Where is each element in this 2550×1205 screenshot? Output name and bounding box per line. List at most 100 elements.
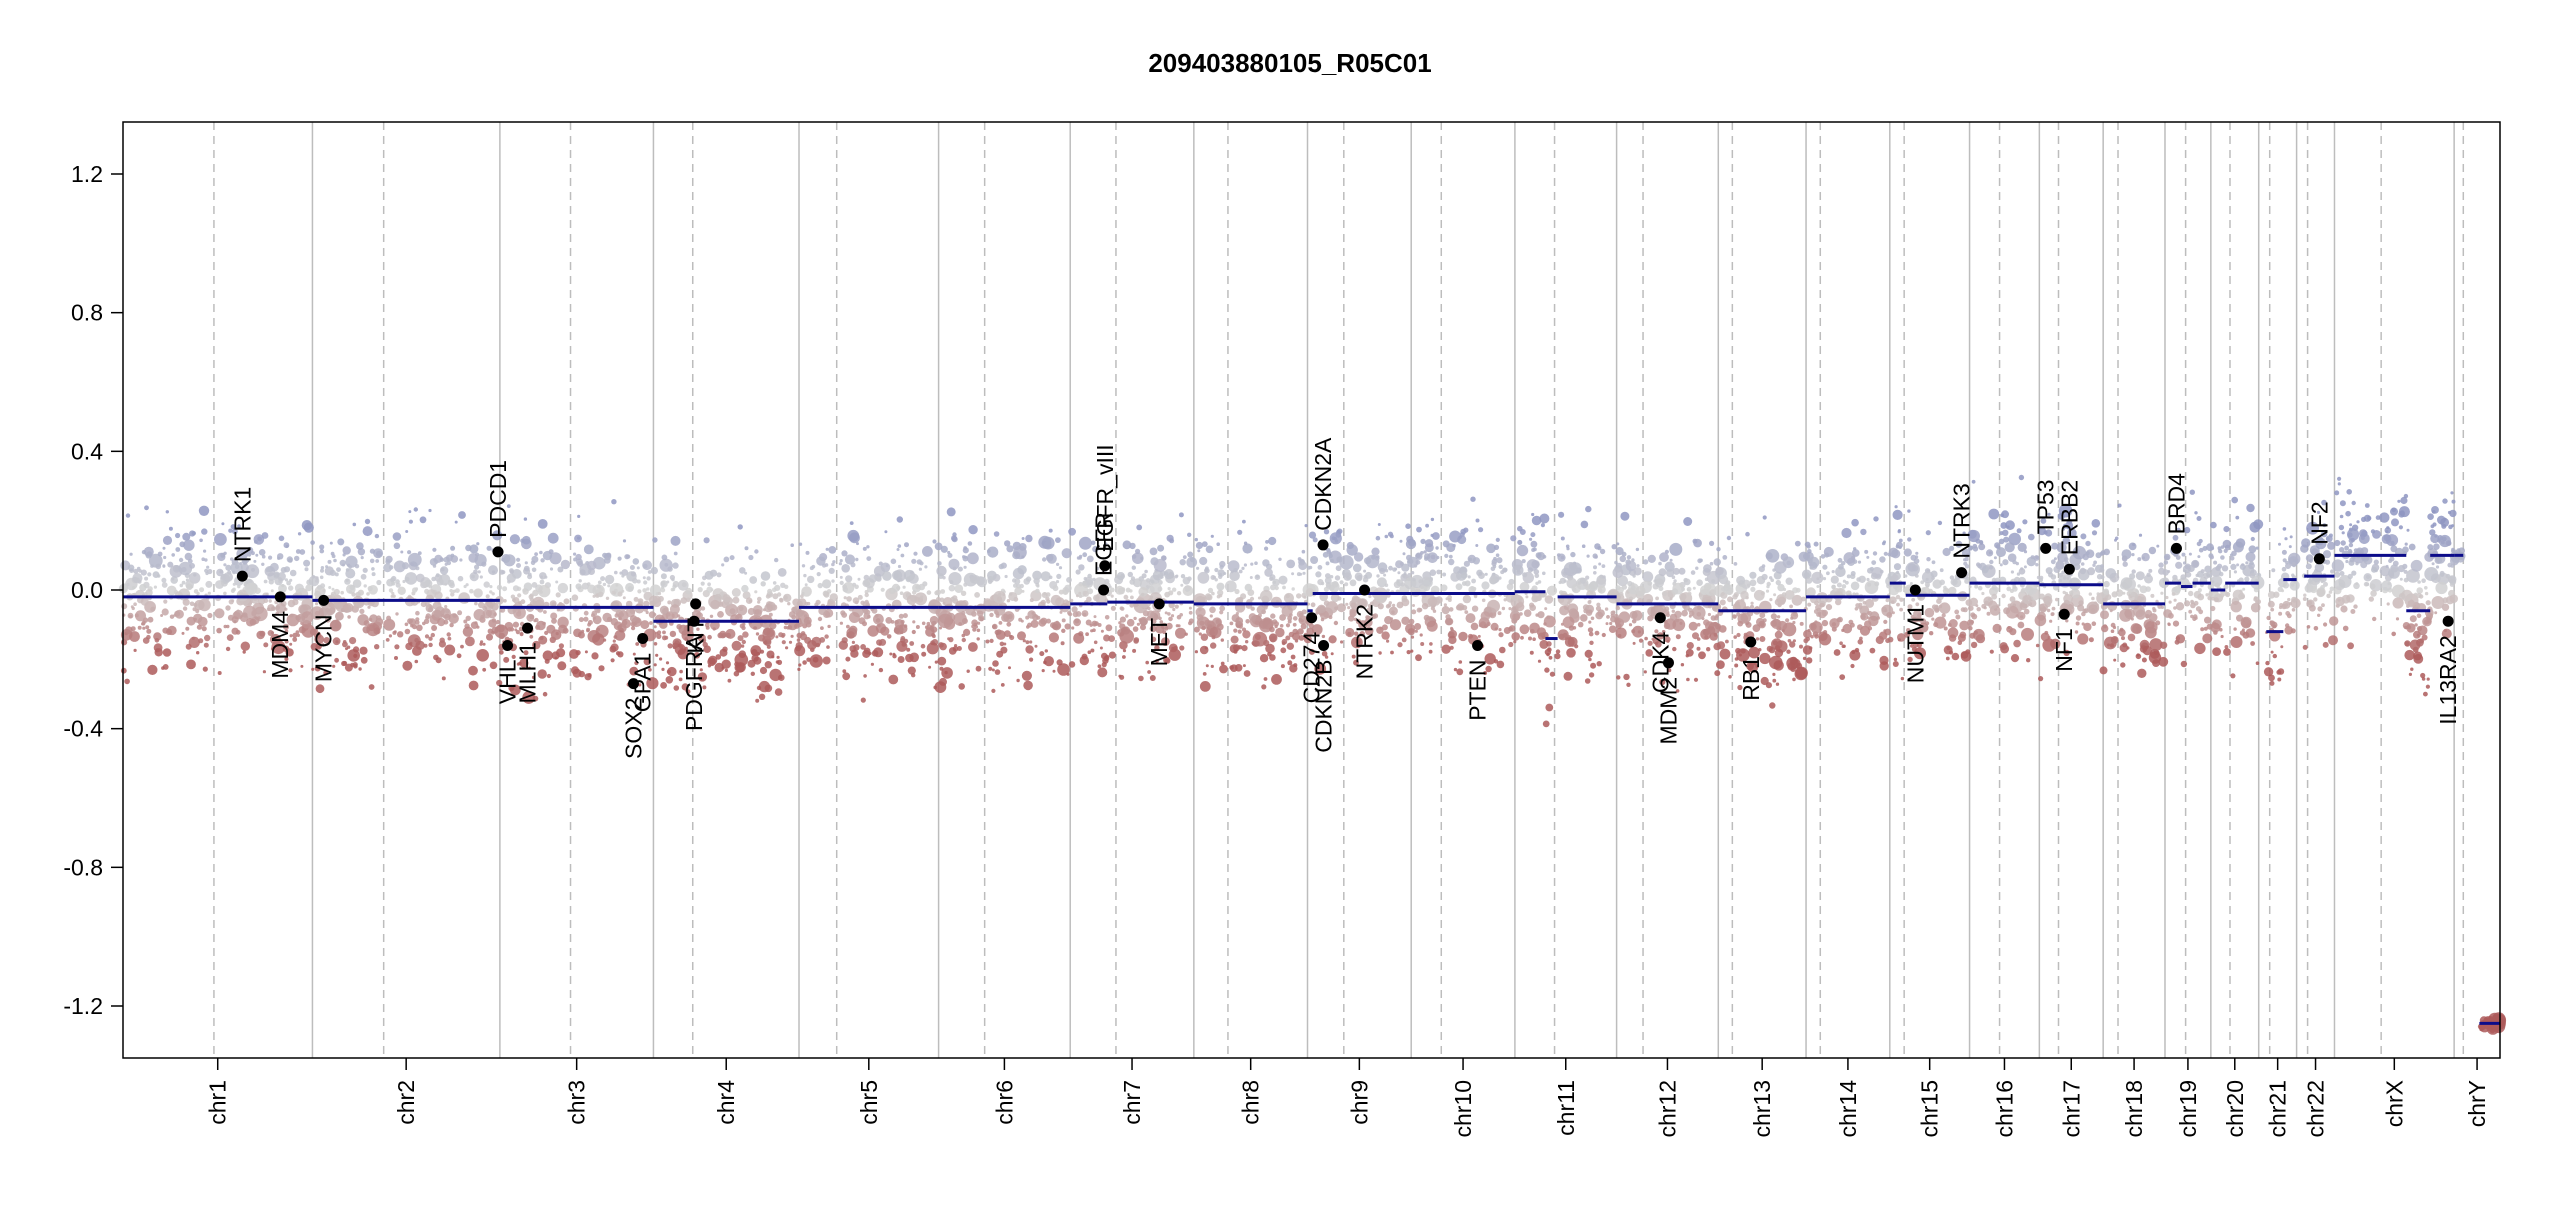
probe-point [1444,554,1448,558]
probe-point [1479,572,1482,575]
probe-point [1772,679,1776,683]
probe-point [804,617,812,625]
probe-point [1771,613,1777,619]
probe-point [1422,577,1432,587]
probe-point [332,588,335,591]
probe-point [1056,580,1059,583]
probe-point [345,569,355,579]
probe-point [1237,530,1242,535]
probe-point [2142,556,2145,559]
probe-point [373,627,380,634]
probe-point [1329,635,1337,643]
probe-point [1344,582,1348,586]
probe-point [546,625,555,634]
probe-point [2223,540,2232,549]
probe-point [2427,513,2434,520]
probe-point [876,576,882,582]
probe-point [876,618,881,623]
probe-point [1083,613,1087,617]
probe-point [256,631,264,639]
probe-point [2361,530,2367,536]
probe-point [1198,572,1210,584]
probe-point [372,572,376,576]
probe-point [1666,613,1670,617]
probe-point [862,621,867,626]
probe-point [824,591,827,594]
probe-point [503,599,507,603]
probe-point [393,532,402,541]
probe-point [2091,597,2095,601]
probe-point [1858,603,1862,607]
probe-point [1040,618,1047,625]
probe-point [614,571,618,575]
probe-point [1463,595,1471,603]
probe-point [155,638,160,643]
probe-point [905,654,914,663]
probe-point [1865,599,1874,608]
probe-point [2204,566,2211,573]
probe-point [1201,634,1208,641]
probe-point [1036,584,1039,587]
probe-point [2210,522,2217,529]
probe-point [766,594,771,599]
probe-point [1879,632,1887,640]
probe-point [415,617,419,621]
probe-point [912,630,916,634]
probe-point [1711,579,1715,583]
probe-point [1289,664,1297,672]
probe-point [2235,516,2239,520]
probe-point [437,618,445,626]
probe-point [1859,576,1866,583]
probe-point [2038,676,2043,681]
probe-point [468,666,478,676]
probe-point [1135,549,1140,554]
probe-point [358,667,361,670]
probe-point [577,537,580,540]
probe-point [1974,585,1978,589]
probe-point [1132,566,1136,570]
probe-point [1719,625,1727,633]
probe-point [204,558,207,561]
probe-point [1520,529,1526,535]
probe-point [725,629,735,639]
probe-point [2308,601,2313,606]
probe-point [133,602,137,606]
probe-point [1630,611,1638,619]
probe-point [1939,580,1945,586]
probe-point [2012,585,2016,589]
probe-point [2194,643,2205,654]
probe-point [961,611,965,615]
probe-point [845,657,850,662]
probe-point [487,546,492,551]
probe-point [1293,616,1298,621]
probe-point [320,583,325,588]
probe-point [1605,607,1608,610]
probe-point [1371,548,1379,556]
probe-point [1470,497,1475,502]
probe-point [1787,561,1791,565]
probe-point [1915,574,1919,578]
probe-point [434,610,442,618]
probe-point [830,593,838,601]
probe-point [1321,618,1324,621]
probe-point [1566,545,1570,549]
probe-point [1420,585,1424,589]
probe-point [1125,614,1128,617]
probe-point [202,626,207,631]
probe-point [142,627,145,630]
probe-point [540,580,545,585]
probe-point [2246,504,2254,512]
probe-point [622,619,631,628]
probe-point [370,559,375,564]
probe-point [2426,600,2431,605]
probe-point [1619,611,1630,622]
probe-point [433,558,436,561]
probe-point [2188,565,2195,572]
probe-point [549,549,554,554]
probe-point [654,642,658,646]
probe-point [1839,674,1845,680]
probe-point [807,576,814,583]
probe-point [586,628,590,632]
probe-point [369,618,373,622]
probe-point [375,534,379,538]
